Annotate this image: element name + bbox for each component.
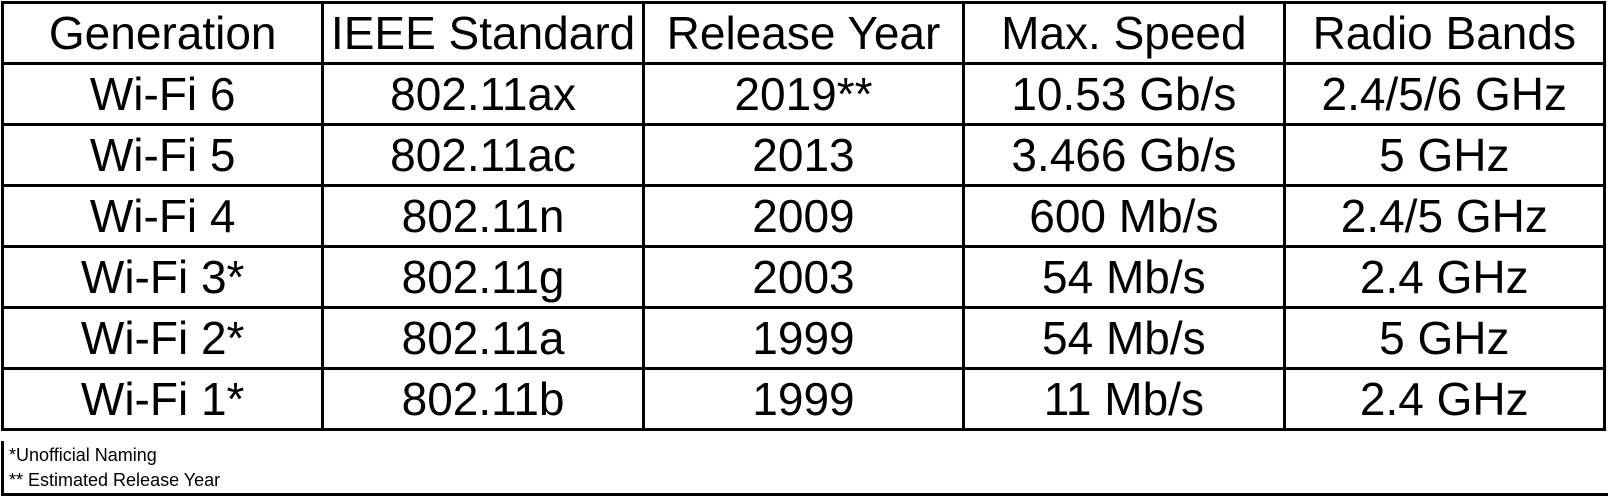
cell-max-speed: 54 Mb/s <box>962 245 1286 309</box>
cell-max-speed: 10.53 Gb/s <box>962 62 1286 126</box>
table-row: Wi-Fi 2* 802.11a 1999 54 Mb/s 5 GHz <box>0 306 1607 370</box>
cell-radio-bands: 5 GHz <box>1282 123 1607 187</box>
cell-max-speed: 3.466 Gb/s <box>962 123 1286 187</box>
cell-radio-bands: 5 GHz <box>1282 306 1607 370</box>
cell-generation: Wi-Fi 5 <box>0 123 325 187</box>
cell-ieee-standard: 802.11g <box>321 245 645 309</box>
cell-generation: Wi-Fi 6 <box>0 62 325 126</box>
cell-release-year: 2013 <box>641 123 966 187</box>
footnote-estimated-release-year: ** Estimated Release Year <box>9 470 221 490</box>
cell-ieee-standard: 802.11ax <box>321 62 645 126</box>
header-row: Generation IEEE Standard Release Year Ma… <box>0 1 1607 65</box>
table-row: Wi-Fi 1* 802.11b 1999 11 Mb/s 2.4 GHz <box>0 367 1607 431</box>
cell-radio-bands: 2.4/5/6 GHz <box>1282 62 1607 126</box>
cell-ieee-standard: 802.11a <box>321 306 645 370</box>
cell-radio-bands: 2.4 GHz <box>1282 367 1607 431</box>
cell-release-year: 1999 <box>641 306 966 370</box>
cell-max-speed: 11 Mb/s <box>962 367 1286 431</box>
cell-generation: Wi-Fi 3* <box>0 245 325 309</box>
cell-ieee-standard: 802.11n <box>321 184 645 248</box>
cell-release-year: 1999 <box>641 367 966 431</box>
table-row: Wi-Fi 4 802.11n 2009 600 Mb/s 2.4/5 GHz <box>0 184 1607 248</box>
header-max-speed: Max. Speed <box>962 1 1286 65</box>
cell-ieee-standard: 802.11ac <box>321 123 645 187</box>
cell-release-year: 2009 <box>641 184 966 248</box>
cell-generation: Wi-Fi 1* <box>0 367 325 431</box>
header-generation: Generation <box>0 1 325 65</box>
cell-max-speed: 600 Mb/s <box>962 184 1286 248</box>
cell-ieee-standard: 802.11b <box>321 367 645 431</box>
footnotes: *Unofficial Naming ** Estimated Release … <box>1 441 1608 496</box>
wifi-generations-table: Generation IEEE Standard Release Year Ma… <box>0 1 1607 431</box>
cell-max-speed: 54 Mb/s <box>962 306 1286 370</box>
table-row: Wi-Fi 5 802.11ac 2013 3.466 Gb/s 5 GHz <box>0 123 1607 187</box>
header-release-year: Release Year <box>641 1 966 65</box>
header-radio-bands: Radio Bands <box>1282 1 1607 65</box>
cell-radio-bands: 2.4 GHz <box>1282 245 1607 309</box>
cell-generation: Wi-Fi 4 <box>0 184 325 248</box>
header-ieee-standard: IEEE Standard <box>321 1 645 65</box>
cell-release-year: 2003 <box>641 245 966 309</box>
cell-radio-bands: 2.4/5 GHz <box>1282 184 1607 248</box>
cell-release-year: 2019** <box>641 62 966 126</box>
table-row: Wi-Fi 6 802.11ax 2019** 10.53 Gb/s 2.4/5… <box>0 62 1607 126</box>
cell-generation: Wi-Fi 2* <box>0 306 325 370</box>
footnote-unofficial-naming: *Unofficial Naming <box>9 445 157 465</box>
table-row: Wi-Fi 3* 802.11g 2003 54 Mb/s 2.4 GHz <box>0 245 1607 309</box>
